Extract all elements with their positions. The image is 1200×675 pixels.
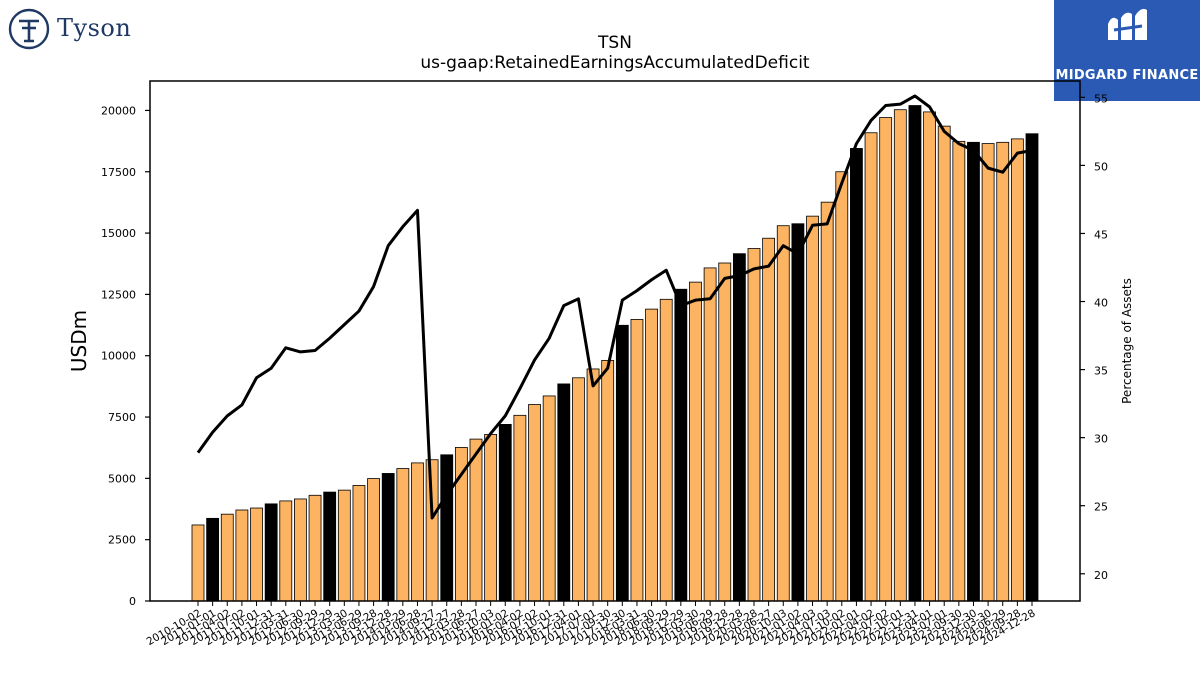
bar — [937, 125, 951, 602]
bar — [469, 438, 483, 602]
bar — [264, 503, 278, 602]
bar — [206, 517, 220, 602]
bar — [396, 468, 410, 602]
bar — [220, 513, 234, 602]
bar — [791, 223, 805, 602]
y-tick-label: 12500 — [101, 288, 136, 301]
bar — [411, 462, 424, 602]
bar — [879, 117, 893, 602]
chart-title: TSN — [597, 33, 632, 53]
bar — [996, 141, 1010, 602]
bar — [528, 404, 541, 602]
y-tick-label: 0 — [129, 595, 136, 608]
tyson-logo — [8, 8, 50, 50]
bar — [498, 423, 512, 602]
y2-tick-label: 35 — [1094, 365, 1108, 378]
bar — [908, 105, 922, 602]
bar — [674, 288, 688, 602]
bar — [820, 201, 834, 602]
y-tick-label: 15000 — [101, 227, 136, 240]
brand-badge: MIDGARD FINANCE — [1054, 0, 1200, 101]
bar — [308, 494, 322, 602]
y2-tick-label: 30 — [1094, 433, 1108, 446]
bar — [352, 485, 366, 602]
bar — [586, 368, 600, 602]
bar — [1010, 138, 1024, 602]
bar — [294, 498, 307, 602]
bar — [835, 171, 849, 602]
y-tick-label: 20000 — [101, 104, 136, 117]
bar — [967, 141, 980, 602]
bar — [703, 267, 717, 602]
bar — [850, 148, 863, 602]
bar — [1025, 133, 1039, 602]
bar — [601, 359, 615, 602]
midgard-logo-icon — [1108, 8, 1147, 40]
bar — [806, 215, 819, 602]
bar — [235, 509, 249, 602]
y-tick-label: 10000 — [101, 350, 136, 363]
bar — [893, 109, 907, 602]
y-tick-label: 7500 — [108, 411, 136, 424]
y-tick-label: 5000 — [108, 472, 136, 485]
bar — [776, 225, 790, 602]
bar — [191, 524, 205, 602]
bar — [923, 111, 936, 602]
bar — [762, 237, 776, 602]
company-logo-text: Tyson — [57, 14, 132, 42]
bar — [513, 414, 527, 602]
bar — [689, 281, 702, 602]
bar — [645, 308, 658, 602]
bar — [864, 132, 878, 602]
y2-tick-label: 45 — [1094, 228, 1108, 241]
bar — [425, 459, 439, 602]
bar — [732, 253, 746, 602]
bar — [718, 262, 732, 602]
bar — [250, 507, 263, 602]
bar — [615, 324, 629, 602]
y2-axis-label: Percentage of Assets — [1120, 278, 1134, 404]
y2-tick-label: 50 — [1094, 160, 1108, 173]
chart-subtitle: us-gaap:RetainedEarningsAccumulatedDefic… — [420, 53, 810, 73]
y2-tick-label: 25 — [1094, 501, 1108, 514]
bar — [572, 377, 585, 602]
bar — [952, 140, 966, 602]
percentage-line — [196, 94, 1033, 520]
plot-frame — [149, 80, 1081, 602]
bar — [484, 434, 498, 602]
bar — [323, 491, 337, 602]
bar — [367, 478, 380, 602]
bar — [542, 395, 556, 602]
bar — [747, 248, 761, 602]
bar — [659, 298, 673, 602]
y2-tick-label: 55 — [1094, 92, 1108, 105]
brand-badge-text: MIDGARD FINANCE — [1055, 68, 1199, 83]
y-axis-label: USDm — [67, 310, 91, 372]
bar — [337, 489, 351, 602]
y-tick-label: 17500 — [101, 166, 136, 179]
bar — [630, 319, 644, 602]
y-tick-label: 2500 — [108, 534, 136, 547]
bar — [440, 454, 454, 602]
bar — [981, 143, 995, 602]
bar — [279, 500, 293, 602]
y2-tick-label: 20 — [1094, 569, 1108, 582]
y2-tick-label: 40 — [1094, 297, 1108, 310]
bar — [557, 383, 571, 602]
bar — [381, 473, 395, 602]
